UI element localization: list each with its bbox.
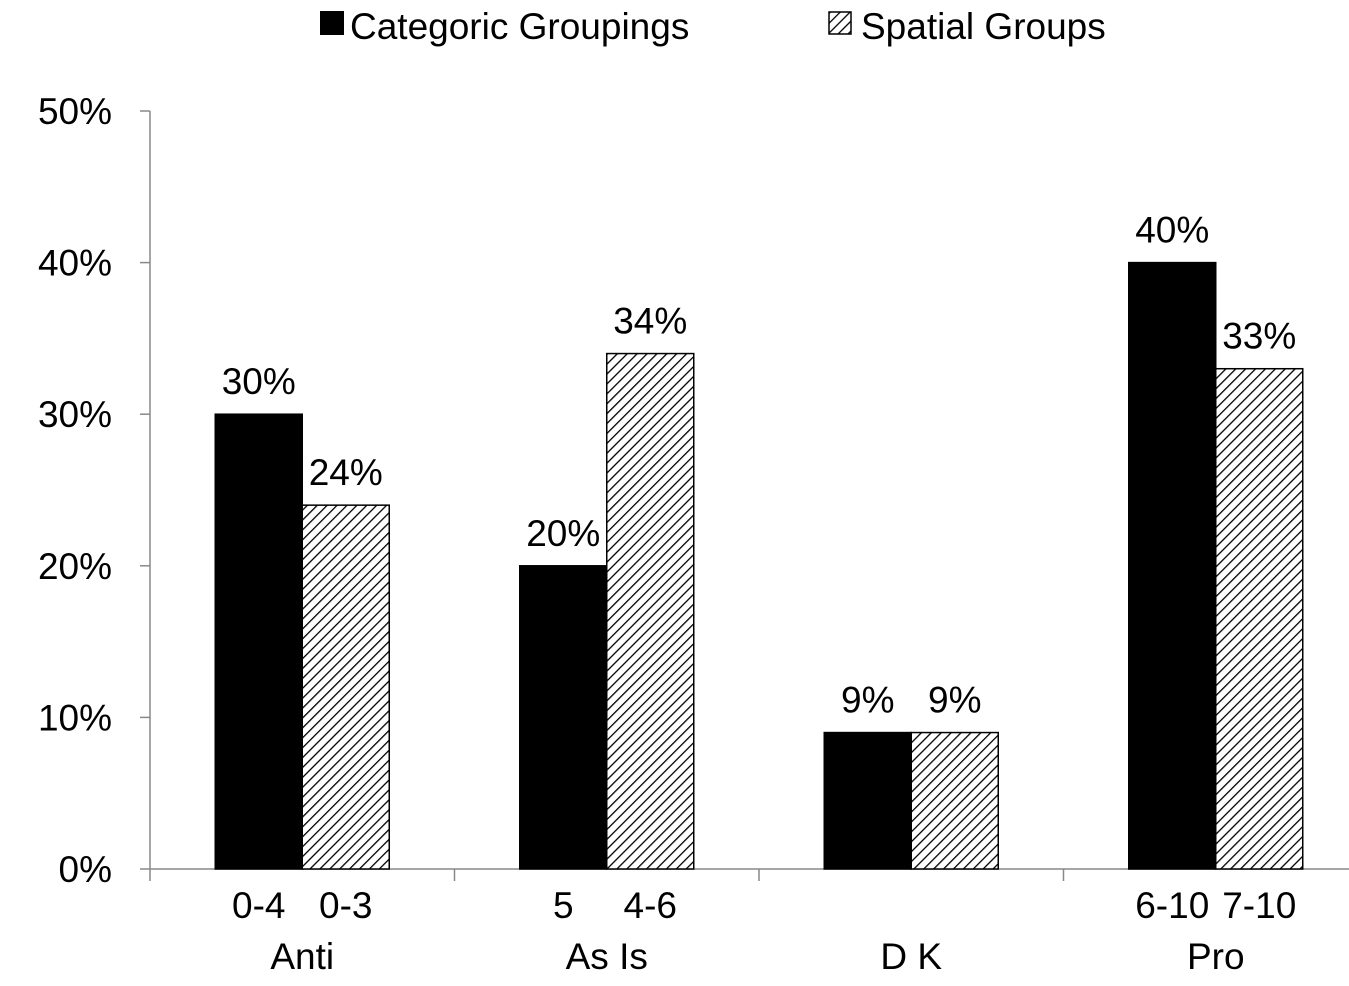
bar-categoric [519, 565, 608, 870]
y-tick-label: 50% [38, 91, 112, 132]
legend-label-categoric: Categoric Groupings [350, 6, 689, 47]
data-label: 9% [841, 680, 894, 721]
y-tick-label: 20% [38, 546, 112, 587]
legend-swatch-spatial [828, 11, 852, 35]
data-label: 40% [1135, 210, 1209, 251]
labels: 30% 0-4 24% 0-3 Anti 20% 5 34% 4-6 As Is 9% 9% D K 40… [222, 210, 1297, 977]
x-category-label: As Is [566, 936, 648, 977]
axes: 0% 10% 20% 30% 40% 50% [38, 91, 1349, 890]
x-sublabel: 0-4 [232, 885, 285, 926]
bar-spatial [301, 504, 390, 870]
x-category-label: Pro [1187, 936, 1245, 977]
bar-spatial [606, 352, 695, 870]
y-tick-label: 30% [38, 394, 112, 435]
bar-spatial [910, 731, 999, 870]
bars [214, 261, 1304, 870]
x-sublabel: 4-6 [624, 885, 677, 926]
x-category-label: Anti [270, 936, 334, 977]
data-label: 20% [526, 513, 600, 554]
y-tick-label: 40% [38, 243, 112, 284]
y-tick-label: 10% [38, 697, 112, 738]
data-label: 33% [1222, 316, 1296, 357]
data-label: 30% [222, 361, 296, 402]
bar-categoric [1128, 261, 1217, 870]
data-label: 34% [613, 301, 687, 342]
legend: Categoric Groupings Spatial Groups [320, 6, 1106, 47]
x-sublabel: 0-3 [319, 885, 372, 926]
x-category-label: D K [880, 936, 942, 977]
y-tick-label: 0% [59, 849, 112, 890]
data-label: 9% [928, 680, 981, 721]
bar-categoric [823, 731, 912, 870]
legend-swatch-categoric [320, 11, 344, 35]
bar-spatial [1215, 367, 1304, 870]
data-label: 24% [309, 452, 383, 493]
legend-label-spatial: Spatial Groups [861, 6, 1106, 47]
x-sublabel: 5 [553, 885, 574, 926]
bar-categoric [214, 413, 303, 870]
x-sublabel: 6-10 [1135, 885, 1209, 926]
x-sublabel: 7-10 [1222, 885, 1296, 926]
